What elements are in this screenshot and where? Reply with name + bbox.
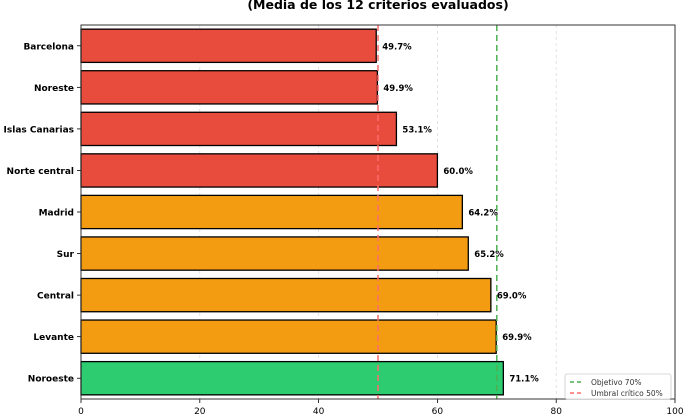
plot-frame <box>80 24 676 400</box>
y-tick-label: Sur <box>57 250 75 260</box>
y-tick-label: Barcelona <box>23 42 74 52</box>
y-tick-label: Islas Canarias <box>4 125 74 135</box>
y-tick-label: Central <box>37 292 74 302</box>
data-label: 53.1% <box>402 125 432 135</box>
y-tick-label: Madrid <box>39 209 74 219</box>
x-tick-label: 80 <box>550 407 562 417</box>
legend-label: Umbral crítico 50% <box>591 389 663 398</box>
x-tick-label: 40 <box>313 407 325 417</box>
bar <box>80 277 492 313</box>
data-label: 49.7% <box>382 42 412 52</box>
data-label: 65.2% <box>474 250 504 260</box>
data-label: 49.9% <box>383 84 413 94</box>
chart-title: (Media de los 12 criterios evaluados) <box>247 0 508 12</box>
legend-box <box>564 373 672 400</box>
data-label: 60.0% <box>443 167 473 177</box>
data-label: 69.9% <box>502 333 532 343</box>
x-tick-label: 0 <box>78 407 84 417</box>
data-label: 64.2% <box>468 209 498 219</box>
bar <box>80 153 439 188</box>
legend-label: Objetivo 70% <box>591 378 641 387</box>
x-tick-label: 60 <box>432 407 444 417</box>
bar <box>80 194 463 230</box>
data-label: 69.0% <box>497 292 527 302</box>
bar <box>80 28 377 64</box>
y-tick-label: Levante <box>33 333 74 343</box>
bar <box>80 236 469 271</box>
y-tick-label: Norte central <box>7 167 74 177</box>
bar <box>80 360 504 396</box>
y-tick-label: Noreste <box>34 84 74 94</box>
x-tick-label: 20 <box>194 407 206 417</box>
bar <box>80 319 497 354</box>
x-tick-label: 100 <box>666 407 683 417</box>
y-tick-label: Noroeste <box>28 375 74 385</box>
bar <box>80 111 398 147</box>
data-label: 71.1% <box>509 375 539 385</box>
bar <box>80 70 379 105</box>
